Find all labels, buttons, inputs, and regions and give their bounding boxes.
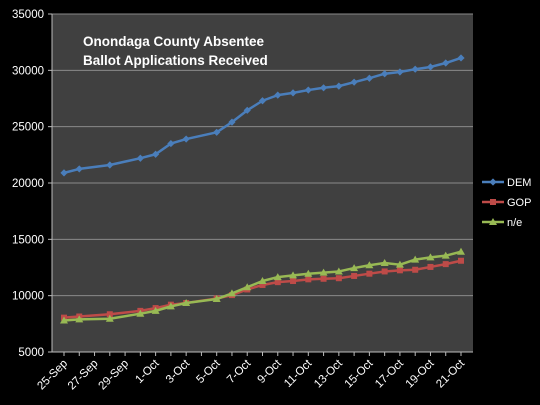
series-ne [60,247,465,324]
data-point-dem [365,74,373,82]
data-point-gop [320,275,327,282]
data-point-gop [106,311,113,318]
data-point-ne [273,273,282,281]
legend-marker-dem [489,178,497,186]
data-point-gop [351,272,358,279]
y-axis: 5000 10000 15000 20000 25000 30000 35000 [12,9,53,359]
data-point-gop [366,270,373,277]
chart-title-line-1: Onondaga County Absentee [83,34,265,49]
data-point-gop [274,279,281,286]
legend-item-dem: DEM [482,177,531,189]
data-point-ne [136,309,145,317]
data-point-ne [60,316,68,324]
data-point-ne [182,298,191,306]
data-point-dem [319,84,328,92]
data-point-ne [426,253,435,261]
data-point-gop [412,266,419,273]
legend-label-gop: GOP [507,197,531,209]
y-tick-label: 15000 [12,234,44,246]
data-point-dem [335,82,343,90]
data-point-dem [167,139,175,148]
y-tick-label: 35000 [12,9,44,21]
gridlines [52,13,473,297]
data-point-dem [152,150,160,158]
data-point-ne [334,267,343,275]
series-layer [60,54,465,324]
data-point-ne [411,255,420,263]
data-point-dem [274,91,282,99]
data-point-dem [182,135,190,143]
data-point-dem [243,106,251,114]
legend-label-ne: n/e [507,217,522,229]
data-point-dem [426,63,435,71]
data-point-dem [411,65,419,73]
data-point-gop [335,275,342,282]
data-point-dem [457,54,465,62]
data-point-ne [227,289,236,297]
y-tick-label: 10000 [12,291,44,303]
y-tick-label: 30000 [12,65,44,77]
data-point-dem [213,128,221,136]
data-point-dem [60,169,68,177]
data-point-ne [166,302,175,310]
data-point-gop [458,257,464,264]
data-point-ne [105,314,114,322]
legend-label-dem: DEM [507,177,531,189]
data-point-gop [290,278,297,285]
data-point-ne [365,261,374,269]
data-point-dem [396,68,404,76]
data-point-dem [75,165,83,173]
data-point-ne [289,271,298,279]
y-tick-label: 25000 [12,122,44,134]
legend-marker-gop [490,199,496,205]
legend-marker-ne [489,218,497,225]
data-point-dem [442,59,450,67]
data-point-ne [441,251,450,259]
data-point-ne [395,260,404,268]
legend-item-ne: n/e [482,217,522,229]
data-point-dem [350,78,358,86]
data-point-dem [304,86,312,94]
data-point-ne [243,283,252,291]
legend-item-gop: GOP [482,197,531,209]
legend: DEM GOP n/e [482,177,531,229]
data-point-gop [427,263,434,270]
data-point-ne [151,306,160,314]
data-point-ne [75,315,84,323]
data-point-gop [305,276,312,283]
data-point-dem [258,97,267,105]
data-point-ne [380,258,389,266]
data-point-ne [350,264,359,272]
y-tick-label: 5000 [18,347,44,359]
series-dem [60,54,465,177]
data-point-gop [442,261,449,268]
data-point-ne [258,277,267,285]
data-point-gop [259,281,266,288]
data-point-dem [136,154,144,162]
data-point-ne [212,295,221,303]
data-point-dem [106,161,114,169]
data-point-dem [228,118,236,126]
chart-title-line-2: Ballot Applications Received [83,53,268,68]
data-point-dem [289,89,297,97]
data-point-gop [381,268,388,275]
y-tick-label: 20000 [12,178,44,190]
data-point-dem [381,70,389,78]
data-point-ne [319,268,328,276]
data-point-gop [396,267,403,274]
data-point-ne [304,269,313,277]
data-point-ne [457,247,465,255]
